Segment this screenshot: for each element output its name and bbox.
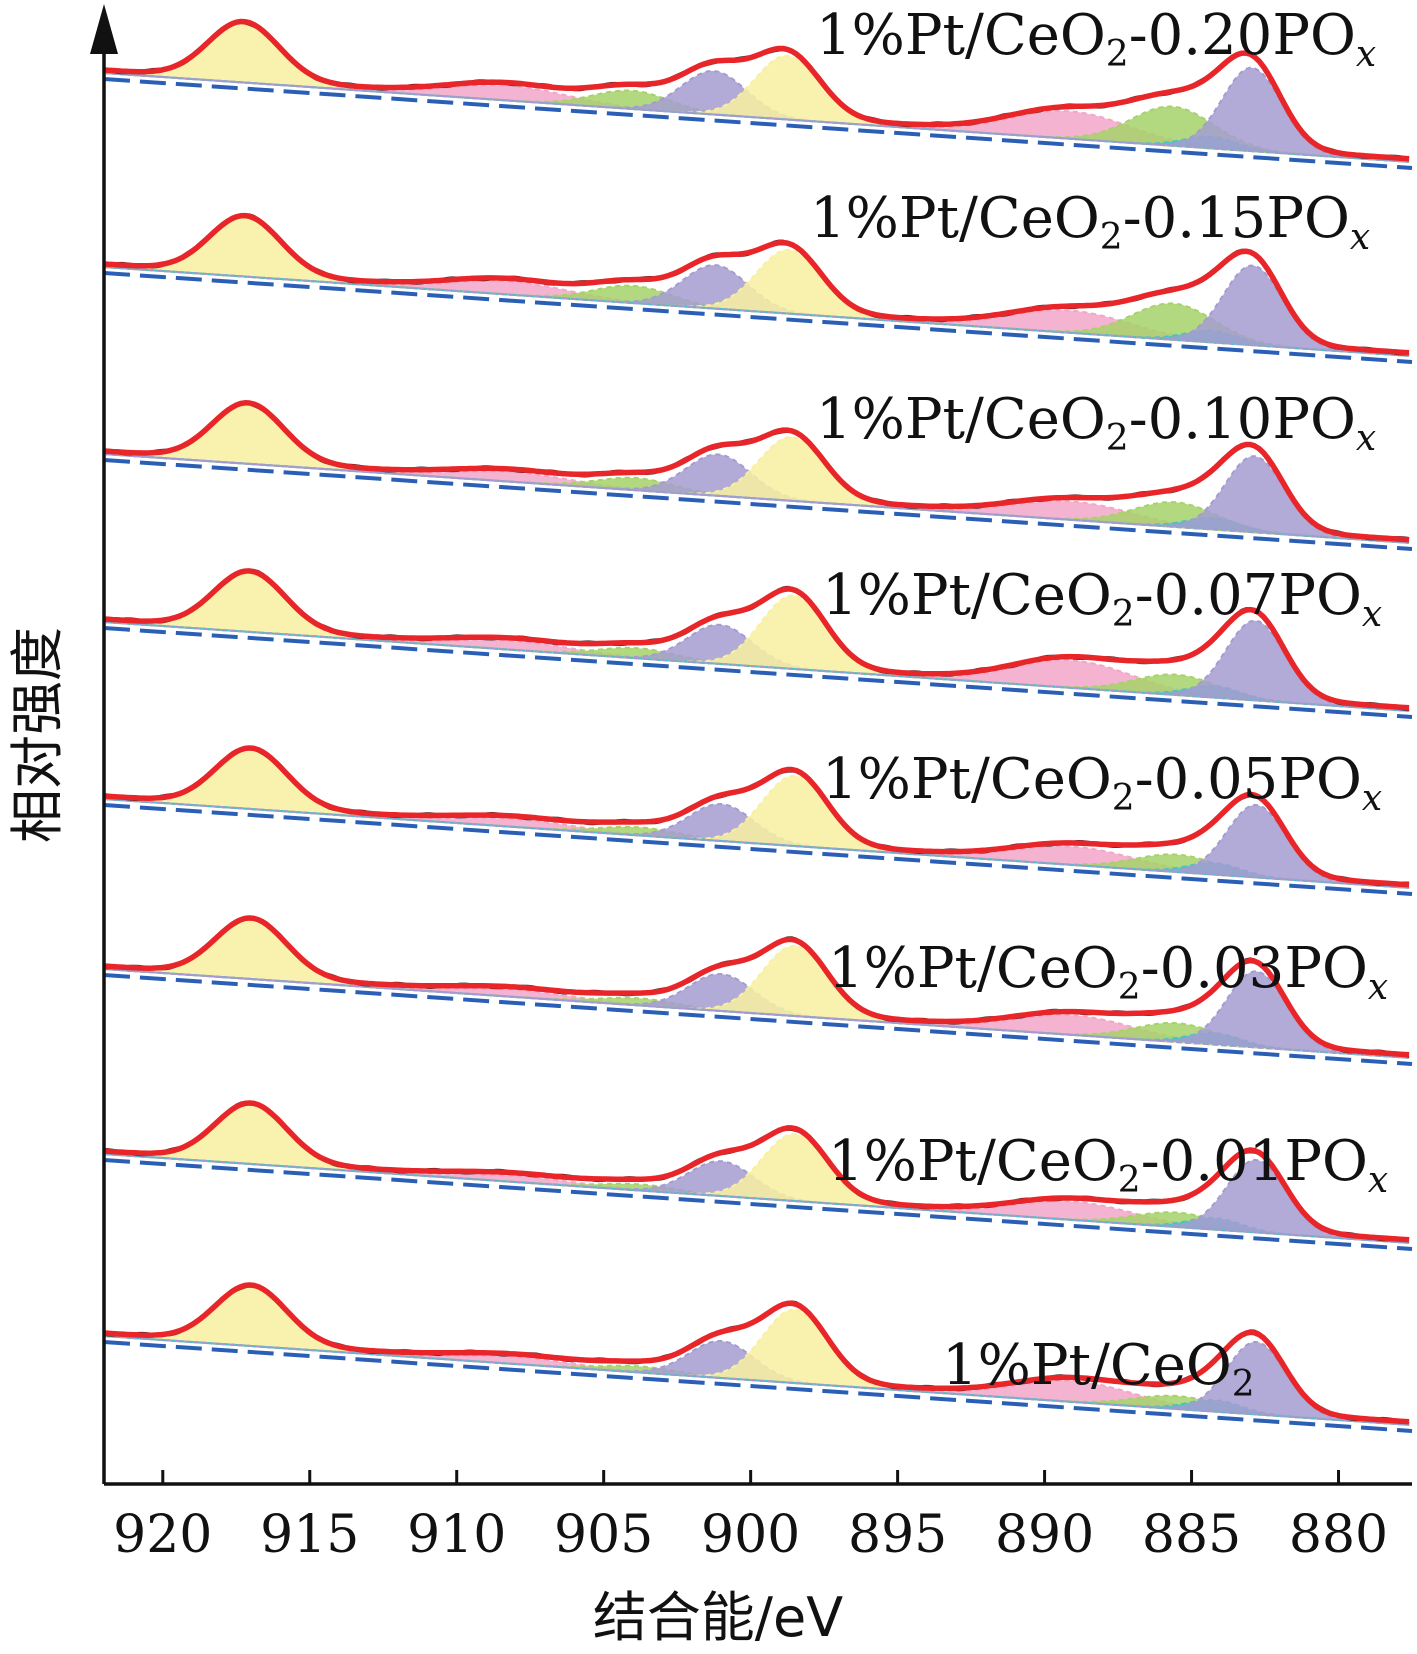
background-line xyxy=(103,803,1413,897)
fit-envelope-line xyxy=(103,400,1410,543)
series-label: 1%Pt/CeO2-0.07POx xyxy=(822,563,1382,635)
y-axis-title: 相对强度 xyxy=(6,627,69,843)
background-line xyxy=(103,1158,1413,1252)
y-axis-arrow xyxy=(90,4,118,54)
spectrum-7: 1%Pt/CeO2 xyxy=(103,1282,1413,1434)
series-label: 1%Pt/CeO2-0.20POx xyxy=(816,3,1376,75)
background-line xyxy=(103,77,1413,171)
series-label: 1%Pt/CeO2 xyxy=(942,1333,1255,1405)
series-label: 1%Pt/CeO2-0.15POx xyxy=(810,186,1370,258)
spectrum-2: 1%Pt/CeO2-0.10POx xyxy=(103,387,1413,552)
spectrum-0: 1%Pt/CeO2-0.20POx xyxy=(103,3,1413,171)
fit-envelope-line xyxy=(103,915,1410,1058)
x-tick-label: 895 xyxy=(848,1505,947,1565)
spectrum-4: 1%Pt/CeO2-0.05POx xyxy=(103,745,1413,897)
series-layer: 1%Pt/CeO2-0.20POx 1%Pt/CeO2-0.15POx 1%Pt/C… xyxy=(103,3,1413,1434)
series-label: 1%Pt/CeO2-0.03POx xyxy=(828,936,1388,1008)
x-tick-label: 880 xyxy=(1289,1505,1388,1565)
fit-component-blue xyxy=(103,264,1410,357)
x-tick-label: 910 xyxy=(407,1505,506,1565)
series-label: 1%Pt/CeO2-0.10POx xyxy=(816,387,1376,459)
fit-component-blue xyxy=(103,1335,1410,1426)
fit-component-blue xyxy=(103,619,1410,712)
fit-envelope-line xyxy=(103,568,1410,711)
spectrum-3: 1%Pt/CeO2-0.07POx xyxy=(103,563,1413,720)
x-ticks: 920 915 910 905 900 895 890 885 880 xyxy=(113,1470,1388,1565)
x-axis-title: 结合能/eV xyxy=(593,1586,843,1649)
spectrum-6: 1%Pt/CeO2-0.01POx xyxy=(103,1100,1413,1252)
axis-layer: 920 915 910 905 900 895 890 885 880 xyxy=(90,4,1412,1565)
background-line xyxy=(103,1340,1413,1434)
x-tick-label: 900 xyxy=(701,1505,800,1565)
fit-envelope-line xyxy=(103,745,1410,888)
fit-envelope-line xyxy=(103,18,1410,162)
fit-component-blue xyxy=(103,798,1410,889)
x-tick-label: 915 xyxy=(260,1505,359,1565)
x-tick-label: 905 xyxy=(554,1505,653,1565)
series-label: 1%Pt/CeO2-0.01POx xyxy=(828,1129,1388,1201)
fit-envelope-line xyxy=(103,1100,1410,1243)
background-line xyxy=(103,271,1413,365)
series-label: 1%Pt/CeO2-0.05POx xyxy=(822,747,1382,819)
fit-envelope-line xyxy=(103,1282,1410,1425)
x-tick-label: 920 xyxy=(113,1505,212,1565)
fit-component-blue xyxy=(103,453,1410,544)
spectrum-1: 1%Pt/CeO2-0.15POx xyxy=(103,186,1413,365)
background-line xyxy=(103,973,1413,1067)
fit-component-blue xyxy=(103,1153,1410,1244)
x-tick-label: 885 xyxy=(1142,1505,1241,1565)
background-line xyxy=(103,458,1413,552)
fit-envelope-line xyxy=(103,212,1410,356)
spectrum-5: 1%Pt/CeO2-0.03POx xyxy=(103,915,1413,1067)
background-line xyxy=(103,626,1413,720)
fit-component-blue xyxy=(103,968,1410,1059)
fit-component-blue xyxy=(103,66,1410,163)
x-tick-label: 890 xyxy=(995,1505,1094,1565)
